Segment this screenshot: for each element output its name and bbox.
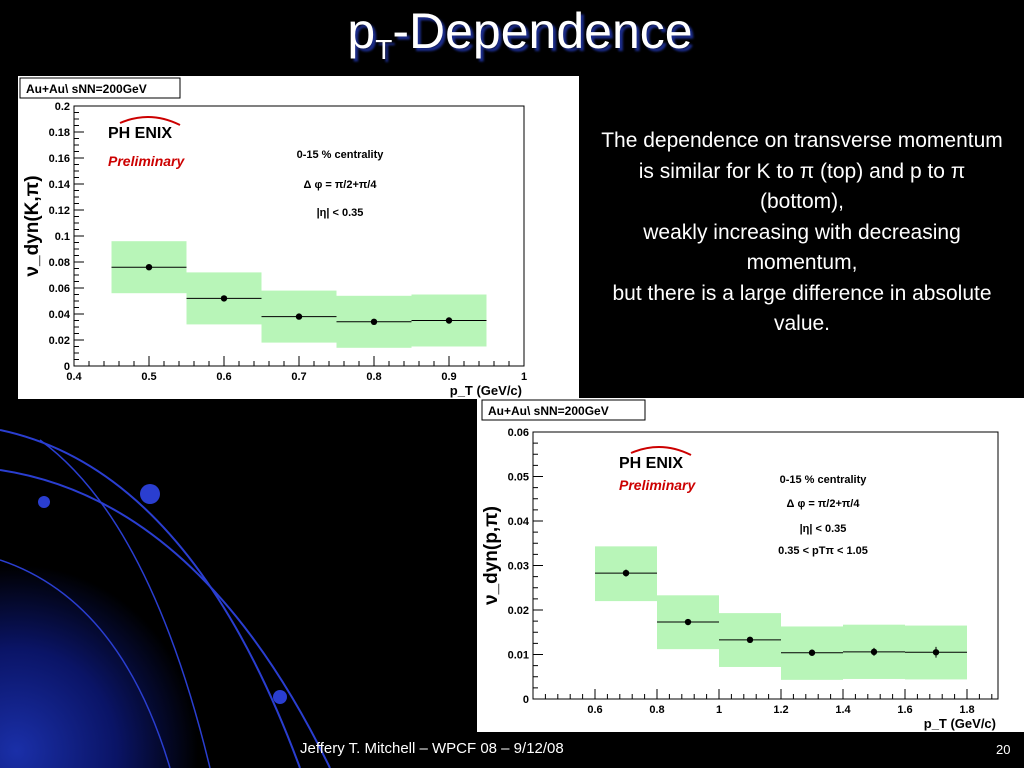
data-point bbox=[746, 636, 754, 644]
x-tick-label: 0.8 bbox=[366, 371, 381, 383]
x-tick-label: 0.4 bbox=[66, 371, 82, 383]
data-point bbox=[445, 317, 453, 324]
y-tick-label: 0 bbox=[64, 361, 70, 373]
data-point bbox=[870, 648, 878, 656]
annotation-text: |η| < 0.35 bbox=[317, 207, 364, 219]
data-point bbox=[808, 649, 816, 656]
legend-text: Au+Au\ sNN=200GeV bbox=[26, 82, 147, 96]
x-tick-label: 0.8 bbox=[649, 704, 664, 716]
annotation-text: 0-15 % centrality bbox=[297, 149, 385, 161]
logo-arc bbox=[630, 445, 692, 456]
y-tick-label: 0.1 bbox=[55, 231, 70, 243]
description-line: weakly increasing with decreasing moment… bbox=[643, 220, 961, 275]
data-point bbox=[622, 569, 630, 577]
chart-k-pi: Au+Au\ sNN=200GeV 0 0.02 0.04 0.06 0.08 0.1 0.1… bbox=[19, 77, 527, 398]
data-point bbox=[932, 649, 940, 656]
y-axis-label: ν_dyn(p,π) bbox=[481, 506, 502, 605]
x-tick-label: 0.6 bbox=[216, 371, 231, 383]
annotation-text: Δ φ = π/2+π/4 bbox=[787, 498, 861, 510]
x-tick-label: 0.6 bbox=[587, 704, 602, 716]
x-tick-label: 0.9 bbox=[441, 371, 456, 383]
annotation-text: 0-15 % centrality bbox=[780, 474, 868, 486]
y-axis-label: ν_dyn(K,π) bbox=[22, 175, 43, 276]
x-tick-label: 0.5 bbox=[141, 371, 156, 383]
y-tick-label: 0.08 bbox=[49, 257, 70, 269]
page-number: 20 bbox=[996, 742, 1011, 757]
slide-title: pT-Dependence bbox=[347, 3, 693, 65]
y-tick-label: 0.04 bbox=[508, 516, 530, 528]
legend-text: Au+Au\ sNN=200GeV bbox=[488, 404, 609, 418]
chart-panel-k-pi: Au+Au\ sNN=200GeV 0 0.02 0.04 0.06 0.08 0.1 0.1… bbox=[18, 76, 579, 399]
x-tick-label: 1 bbox=[716, 704, 722, 716]
logo-arc bbox=[119, 115, 181, 126]
x-tick-label: 1 bbox=[521, 371, 527, 383]
y-tick-label: 0.05 bbox=[508, 472, 529, 484]
y-tick-label: 0.06 bbox=[49, 283, 70, 295]
data-point bbox=[220, 295, 228, 302]
y-tick-label: 0.04 bbox=[49, 309, 71, 321]
x-tick-label: 1.4 bbox=[835, 704, 851, 716]
y-tick-label: 0.06 bbox=[508, 427, 529, 439]
description-line: The dependence on transverse momentum bbox=[601, 129, 1003, 152]
y-tick-label: 0 bbox=[523, 694, 529, 706]
phenix-logo: PH ENIX bbox=[619, 455, 683, 472]
y-tick-label: 0.16 bbox=[49, 153, 70, 165]
y-tick-label: 0.14 bbox=[49, 179, 71, 191]
x-tick-label: 1.8 bbox=[959, 704, 974, 716]
annotation-text: 0.35 < pTπ < 1.05 bbox=[778, 545, 868, 557]
chart-p-pi: Au+Au\ sNN=200GeV 0 0.01 0.02 0.03 0.04 0.05 0.… bbox=[481, 399, 999, 731]
x-axis-label: p_T (GeV/c) bbox=[924, 716, 996, 731]
preliminary-label: Preliminary bbox=[108, 153, 185, 169]
x-tick-label: 1.2 bbox=[773, 704, 788, 716]
y-tick-label: 0.03 bbox=[508, 561, 529, 573]
y-tick-label: 0.01 bbox=[508, 650, 529, 662]
y-tick-label: 0.18 bbox=[49, 127, 70, 139]
legend-box bbox=[19, 77, 181, 99]
data-point bbox=[145, 264, 153, 271]
description-line: is similar for K to π (top) and p to π (… bbox=[638, 159, 966, 214]
y-tick-label: 0.12 bbox=[49, 205, 70, 217]
description-line: but there is a large difference in absol… bbox=[612, 281, 992, 336]
slide-footer: Jeffery T. Mitchell – WPCF 08 – 9/12/08 bbox=[300, 740, 564, 757]
annotation-text: |η| < 0.35 bbox=[800, 523, 847, 535]
data-point bbox=[684, 618, 692, 626]
description-text: The dependence on transverse momentum is… bbox=[596, 126, 1008, 340]
data-point bbox=[295, 313, 303, 320]
phenix-logo: PH ENIX bbox=[108, 125, 172, 142]
legend-box bbox=[481, 399, 646, 421]
x-axis-label: p_T (GeV/c) bbox=[450, 383, 522, 398]
chart-panel-p-pi: Au+Au\ sNN=200GeV 0 0.01 0.02 0.03 0.04 0.05 0.… bbox=[477, 398, 1024, 732]
y-tick-label: 0.02 bbox=[49, 335, 70, 347]
x-tick-label: 1.6 bbox=[897, 704, 912, 716]
preliminary-label: Preliminary bbox=[619, 477, 696, 493]
y-tick-label: 0.02 bbox=[508, 605, 529, 617]
annotation-text: Δ φ = π/2+π/4 bbox=[304, 179, 378, 191]
x-tick-label: 0.7 bbox=[291, 371, 306, 383]
data-point bbox=[370, 318, 378, 325]
y-tick-label: 0.2 bbox=[55, 101, 70, 113]
